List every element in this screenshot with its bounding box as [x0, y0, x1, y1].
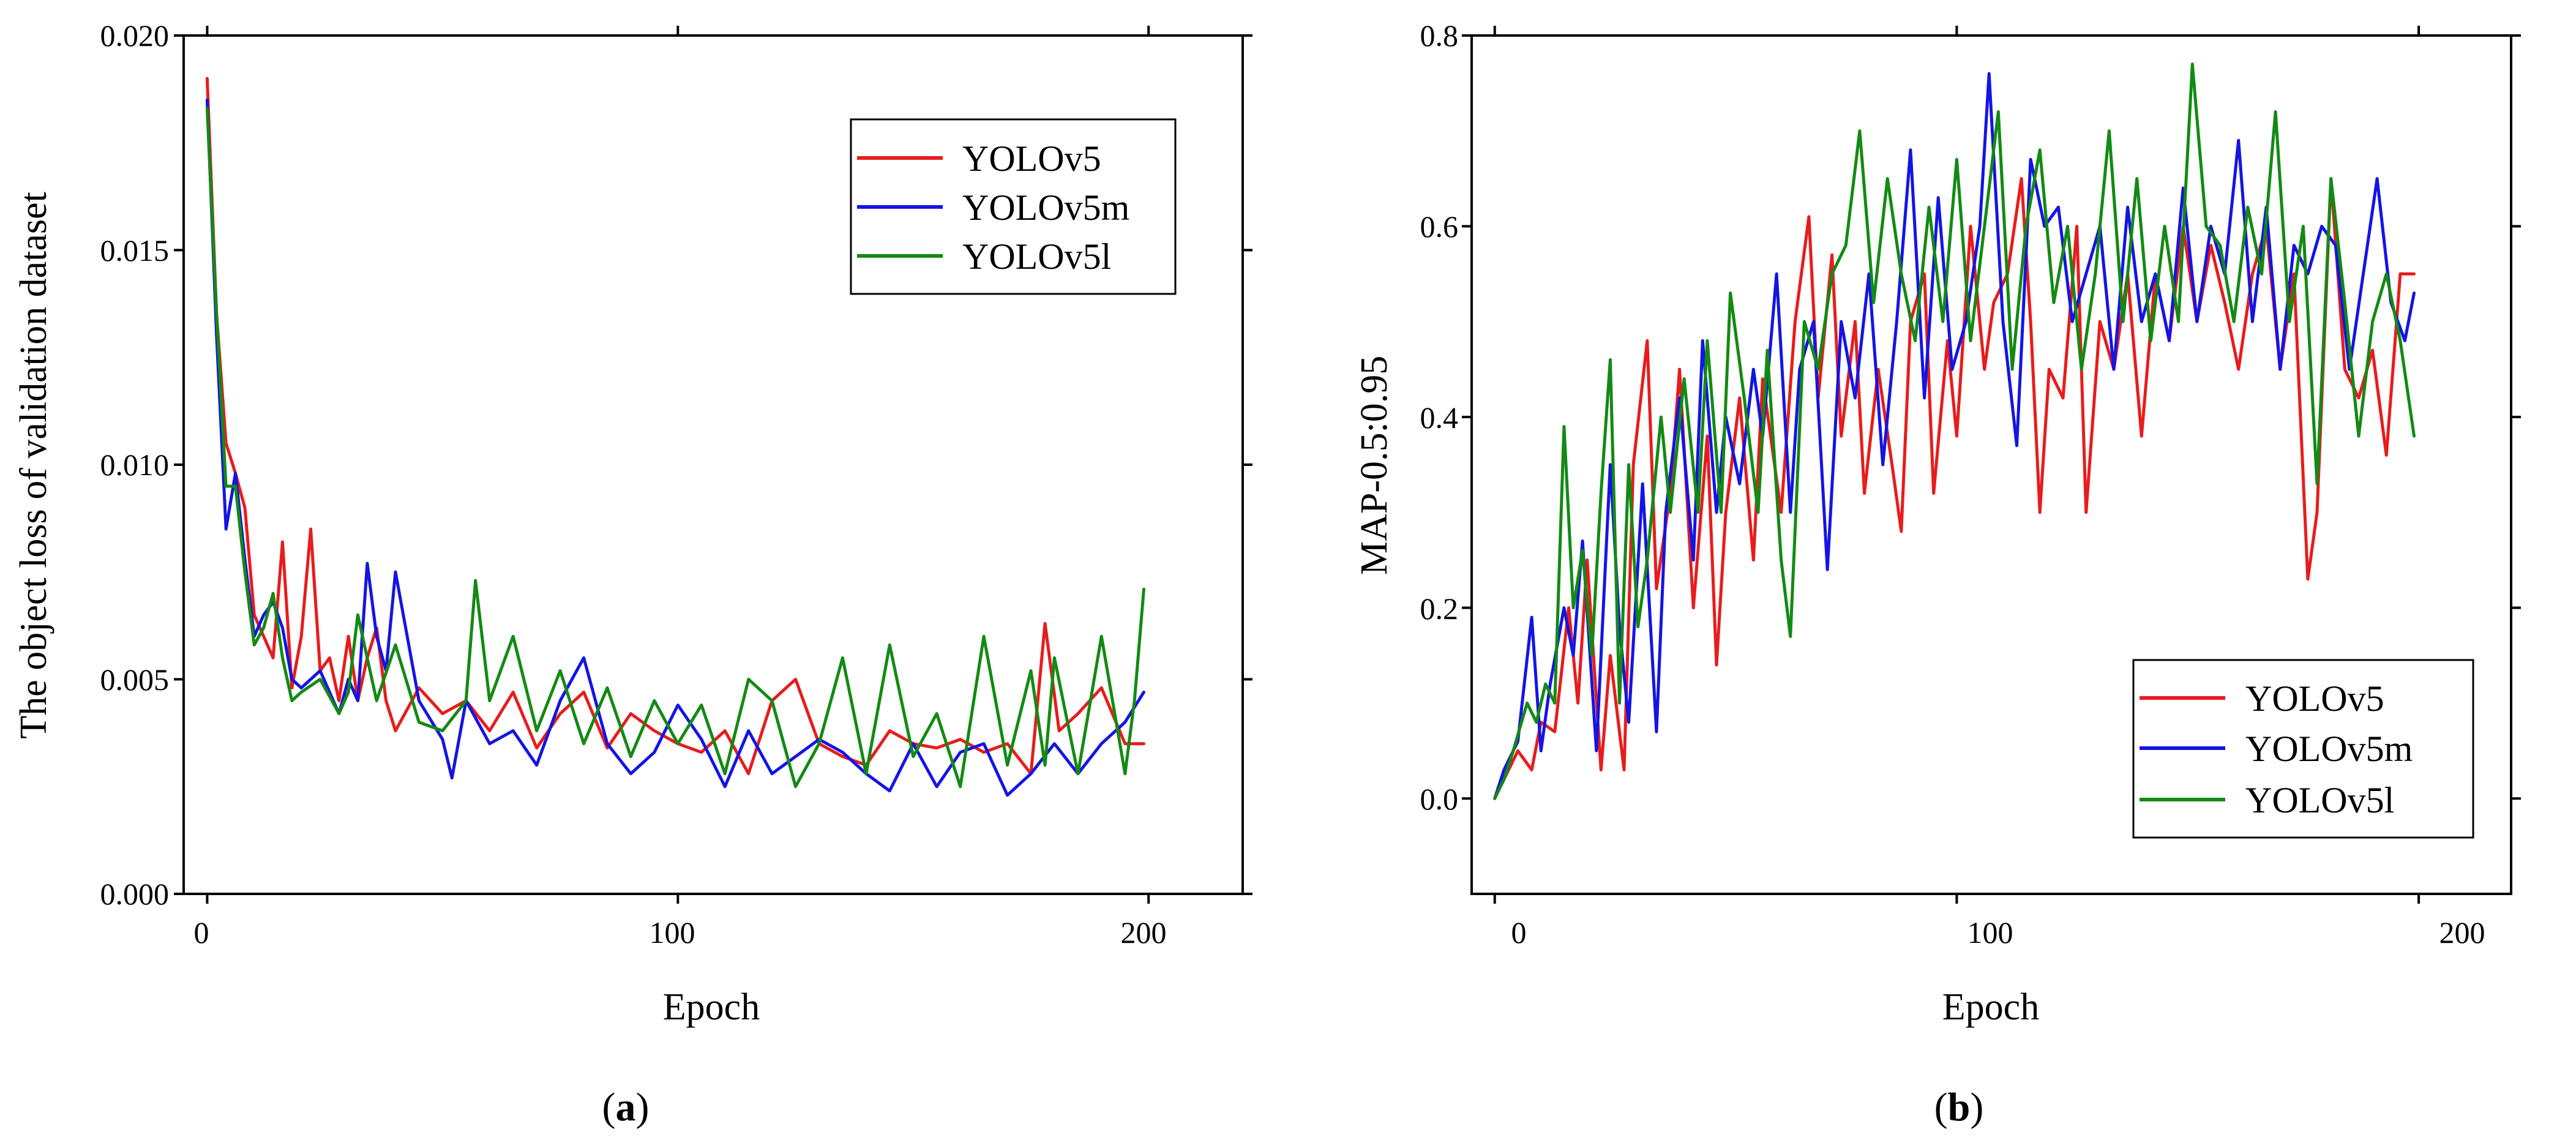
- panel-b-xtick-label: 0: [1511, 915, 1527, 950]
- legend-label-yolov5l: YOLOv5l: [2245, 780, 2394, 820]
- panel-a-yaxis-label: The object loss of validation dataset: [13, 192, 54, 739]
- series-line-yolov5m: [205, 98, 1145, 797]
- legend-label-yolov5m: YOLOv5m: [962, 187, 1129, 228]
- series-line-yolov5l: [1493, 62, 2416, 800]
- panel-a-xtick-label: 200: [1121, 915, 1167, 950]
- panel-a-xaxis-label: Epoch: [663, 986, 760, 1028]
- series-line-yolov5m: [1493, 72, 2416, 800]
- legend-label-yolov5l: YOLOv5l: [962, 236, 1111, 277]
- panel-b-xtick-label: 200: [2439, 915, 2485, 950]
- panel-b-ytick-label: 0.0: [1420, 782, 1459, 816]
- panel-b-caption-letter: b: [1948, 1085, 1971, 1130]
- panel-b-chart: 0 100 200 0.0 0.2 0.4 0.6 0.8 Epoch MAP-…: [1354, 18, 2521, 1130]
- legend-label-yolov5m: YOLOv5m: [2245, 729, 2413, 769]
- panel-b-caption: (b): [1934, 1085, 1984, 1130]
- panel-a-chart: 0 100 200 0.000 0.005 0.010 0.015 0.020 …: [13, 18, 1252, 1130]
- panel-a-xtick-label: 0: [194, 915, 209, 950]
- panel-b-caption-close: ): [1970, 1085, 1983, 1130]
- panel-a-caption-close: ): [636, 1085, 650, 1130]
- panel-a-caption: (a): [602, 1085, 650, 1130]
- panel-a-series-lines: [205, 77, 1145, 797]
- legend-label-yolov5: YOLOv5: [2245, 678, 2384, 719]
- panel-a-caption-letter: a: [616, 1085, 636, 1130]
- panel-b-xtick-label: 100: [1968, 915, 2013, 950]
- panel-a-xtick-label: 100: [650, 915, 695, 950]
- panel-a-ytick-label: 0.010: [100, 448, 170, 482]
- panel-a-tick-marks: [174, 26, 1252, 904]
- panel-a-legend: YOLOv5 YOLOv5m YOLOv5l: [850, 118, 1177, 295]
- panel-b-plot-frame: [1470, 34, 2512, 895]
- panel-b-yaxis-label: MAP-0.5:0.95: [1354, 356, 1395, 575]
- panel-b-ytick-label: 0.2: [1420, 591, 1459, 626]
- legend-label-yolov5: YOLOv5: [962, 138, 1101, 179]
- panel-b-ytick-label: 0.4: [1420, 400, 1459, 435]
- series-line-yolov5: [1493, 177, 2416, 800]
- panel-b-xaxis-label: Epoch: [1942, 986, 2039, 1028]
- panel-a-caption-open: (: [602, 1085, 616, 1130]
- panel-b-ytick-label: 0.6: [1420, 209, 1459, 244]
- series-line-yolov5l: [205, 107, 1145, 789]
- panel-b-caption-open: (: [1934, 1085, 1948, 1130]
- panel-b-tick-marks: [1462, 26, 2521, 904]
- panel-a-ytick-label: 0.015: [100, 233, 170, 268]
- panel-b-series-lines: [1493, 62, 2416, 800]
- panel-a-ytick-label: 0.000: [100, 877, 170, 911]
- panel-a-ytick-label: 0.005: [100, 662, 170, 697]
- panel-b-legend: YOLOv5 YOLOv5m YOLOv5l: [2132, 659, 2474, 839]
- panel-b-ytick-label: 0.8: [1420, 18, 1459, 53]
- panel-a-ytick-label: 0.020: [100, 18, 170, 53]
